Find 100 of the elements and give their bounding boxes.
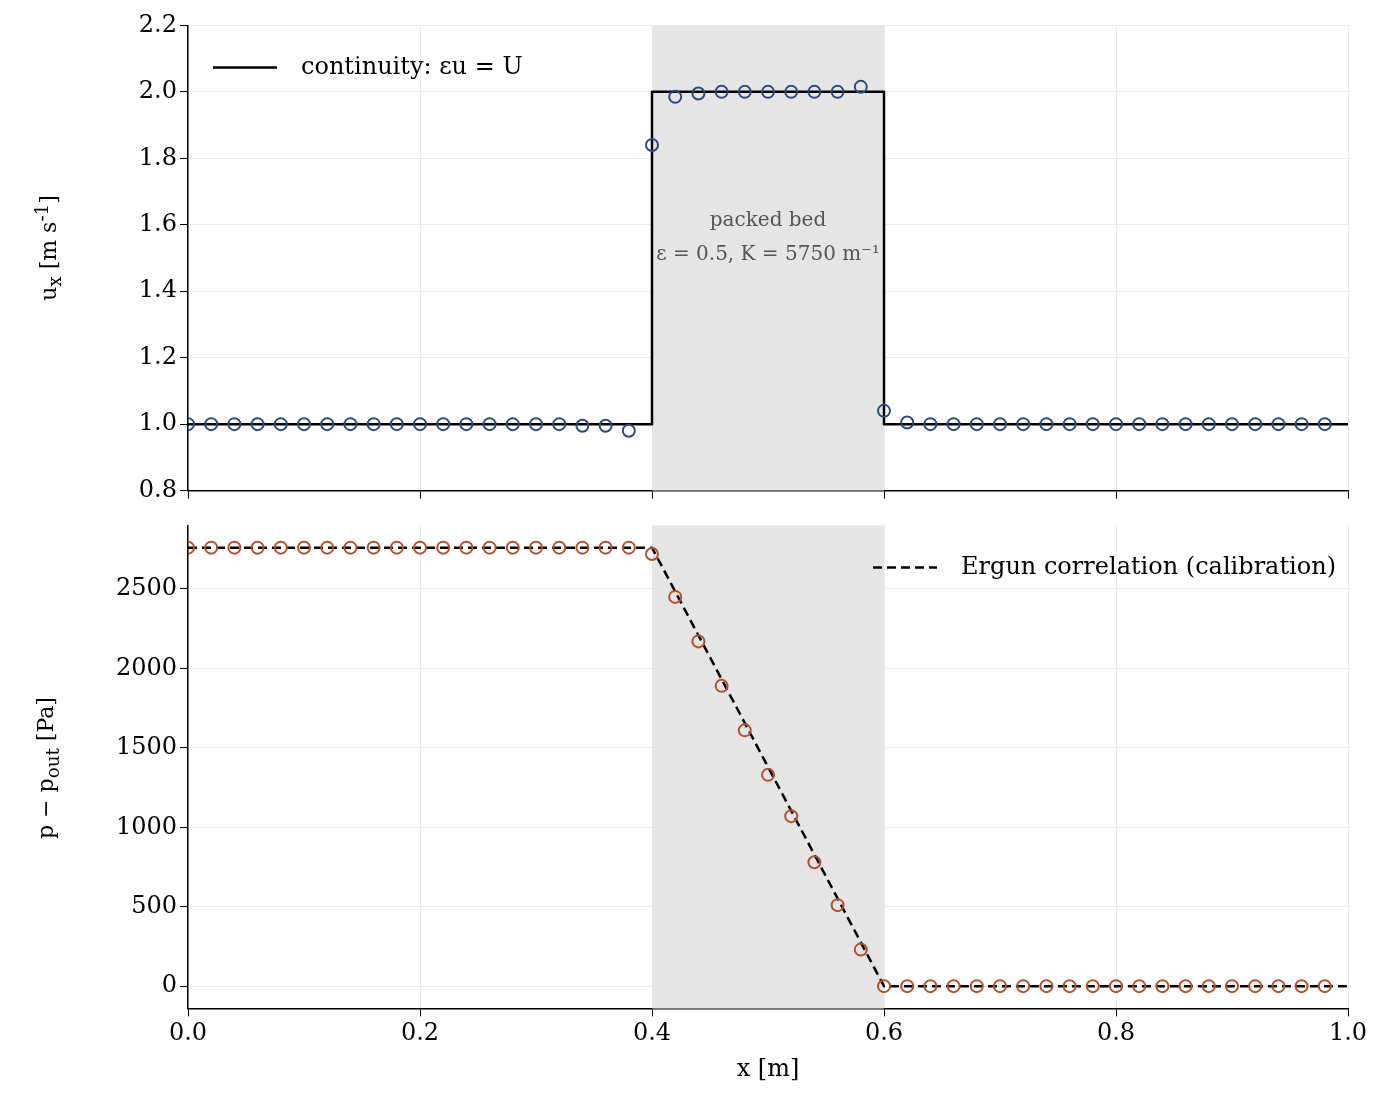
point xyxy=(645,547,659,561)
y-tick-label: 2500 xyxy=(115,573,177,602)
point xyxy=(1271,417,1286,432)
point xyxy=(1109,417,1123,432)
point xyxy=(784,84,799,99)
x-tick-label: 0.8 xyxy=(1096,1018,1136,1047)
point xyxy=(877,979,891,994)
point xyxy=(505,417,520,432)
point xyxy=(1155,979,1170,994)
point xyxy=(1062,979,1077,994)
legend-label: continuity: εu = U xyxy=(301,51,523,80)
annotation: packed bed xyxy=(709,206,827,231)
point xyxy=(1085,979,1100,994)
point xyxy=(737,723,752,738)
point xyxy=(853,79,868,94)
point xyxy=(1062,417,1077,432)
point xyxy=(807,84,822,99)
point xyxy=(923,417,938,432)
point xyxy=(575,418,590,433)
point xyxy=(273,540,288,555)
point xyxy=(389,417,404,432)
point xyxy=(1132,417,1147,432)
y-tick-label: 1.2 xyxy=(138,341,177,370)
point xyxy=(853,942,868,957)
point xyxy=(575,540,590,555)
x-tick-label: 0.2 xyxy=(400,1018,440,1047)
point xyxy=(482,540,497,555)
point xyxy=(598,540,613,555)
x-tick-label: 0.6 xyxy=(864,1018,904,1047)
point xyxy=(761,767,775,782)
point xyxy=(413,540,427,555)
point xyxy=(413,417,427,432)
point xyxy=(621,423,636,438)
point xyxy=(969,979,984,994)
point xyxy=(297,417,311,432)
point xyxy=(1016,417,1031,432)
point xyxy=(1155,417,1170,432)
point xyxy=(946,417,961,432)
point xyxy=(761,84,775,99)
point xyxy=(204,417,219,432)
point xyxy=(482,417,497,432)
point xyxy=(343,417,358,432)
point xyxy=(343,540,358,555)
x-axis-title: x [m] xyxy=(736,1053,800,1082)
point xyxy=(1225,417,1239,432)
point xyxy=(1225,979,1239,994)
point xyxy=(250,417,265,432)
legend-label: Ergun correlation (calibration) xyxy=(961,551,1337,580)
point xyxy=(1178,417,1193,432)
point xyxy=(830,84,845,99)
x-tick-label: 1.0 xyxy=(1328,1018,1368,1047)
x-tick-label: 0.0 xyxy=(168,1018,208,1047)
y-tick-label: 2.0 xyxy=(138,76,177,105)
point xyxy=(436,417,451,432)
point xyxy=(459,417,474,432)
point xyxy=(250,540,265,555)
y-tick-label: 1500 xyxy=(115,732,177,761)
point xyxy=(900,979,915,994)
point xyxy=(1248,979,1263,994)
y-tick-label: 1.6 xyxy=(138,209,177,238)
point xyxy=(807,855,822,870)
point xyxy=(366,540,381,555)
point xyxy=(1294,417,1309,432)
point xyxy=(714,678,729,693)
point xyxy=(552,540,567,555)
point xyxy=(227,417,242,432)
y-tick-label: 1000 xyxy=(115,811,177,840)
point xyxy=(366,417,381,432)
y-tick-label: 2000 xyxy=(115,652,177,681)
point xyxy=(552,417,567,432)
point xyxy=(505,540,520,555)
point xyxy=(1294,979,1309,994)
point xyxy=(273,417,288,432)
y-tick-label: 2.2 xyxy=(138,9,177,38)
point xyxy=(1317,979,1332,994)
point xyxy=(297,540,311,555)
x-tick-label: 0.4 xyxy=(632,1018,672,1047)
point xyxy=(993,417,1007,432)
point xyxy=(714,84,729,99)
point xyxy=(1039,979,1054,994)
point xyxy=(529,417,543,432)
point xyxy=(529,540,543,555)
y-tick-label: 1.8 xyxy=(138,142,177,171)
point xyxy=(923,979,938,994)
point xyxy=(1201,417,1216,432)
point xyxy=(436,540,451,555)
point xyxy=(900,415,915,430)
point xyxy=(1271,979,1286,994)
point xyxy=(227,540,242,555)
point xyxy=(621,540,636,555)
point xyxy=(389,540,404,555)
point xyxy=(204,540,219,555)
y-tick-label: 0.8 xyxy=(138,474,177,503)
point xyxy=(1201,979,1216,994)
point xyxy=(1085,417,1100,432)
y-tick-label: 500 xyxy=(131,890,177,919)
point xyxy=(1178,979,1193,994)
point xyxy=(1132,979,1147,994)
point xyxy=(737,84,752,99)
point xyxy=(320,417,335,432)
